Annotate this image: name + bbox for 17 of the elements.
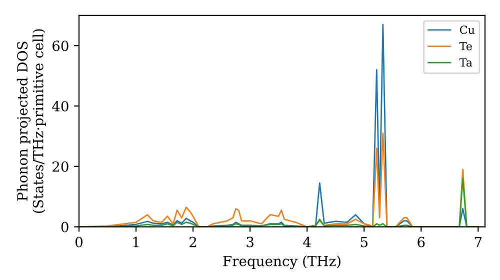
x-tick-label: 5 bbox=[360, 236, 368, 248]
legend-label: Cu bbox=[460, 26, 475, 34]
legend-label: Ta bbox=[459, 58, 472, 67]
y-tick-label: 40 bbox=[52, 100, 68, 112]
x-tick-label: 6 bbox=[418, 236, 425, 248]
x-tick-label: 2 bbox=[190, 236, 196, 248]
x-tick-label: 3 bbox=[246, 236, 254, 248]
legend-label: Te bbox=[459, 42, 472, 50]
y-tick-label: 20 bbox=[52, 161, 68, 172]
x-axis-title: Frequency (THz) bbox=[223, 256, 340, 270]
x-tick-label: 0 bbox=[75, 236, 82, 248]
x-tick-label: 7 bbox=[474, 236, 482, 248]
x-tick-label: 4 bbox=[303, 236, 311, 248]
x-tick-label: 1 bbox=[133, 236, 138, 248]
y-tick-label: 0 bbox=[61, 222, 68, 232]
y-axis-title: Phonon projected DOS (States/THz·primitive cell) bbox=[16, 29, 46, 213]
y-tick-label: 60 bbox=[52, 40, 68, 52]
